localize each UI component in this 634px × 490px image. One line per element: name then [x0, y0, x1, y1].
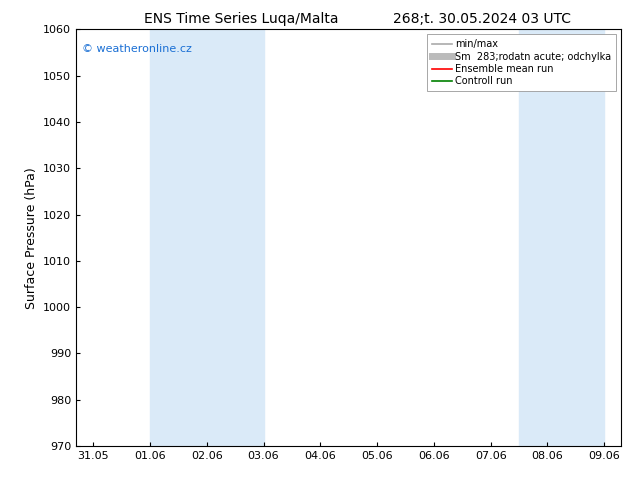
- Bar: [150, 29, 264, 446]
- Text: ENS Time Series Luqa/Malta: ENS Time Series Luqa/Malta: [144, 12, 338, 26]
- Text: 268;t. 30.05.2024 03 UTC: 268;t. 30.05.2024 03 UTC: [393, 12, 571, 26]
- Legend: min/max, Sm  283;rodatn acute; odchylka, Ensemble mean run, Controll run: min/max, Sm 283;rodatn acute; odchylka, …: [427, 34, 616, 91]
- Y-axis label: Surface Pressure (hPa): Surface Pressure (hPa): [25, 167, 37, 309]
- Bar: [519, 29, 604, 446]
- Text: © weatheronline.cz: © weatheronline.cz: [82, 44, 191, 54]
